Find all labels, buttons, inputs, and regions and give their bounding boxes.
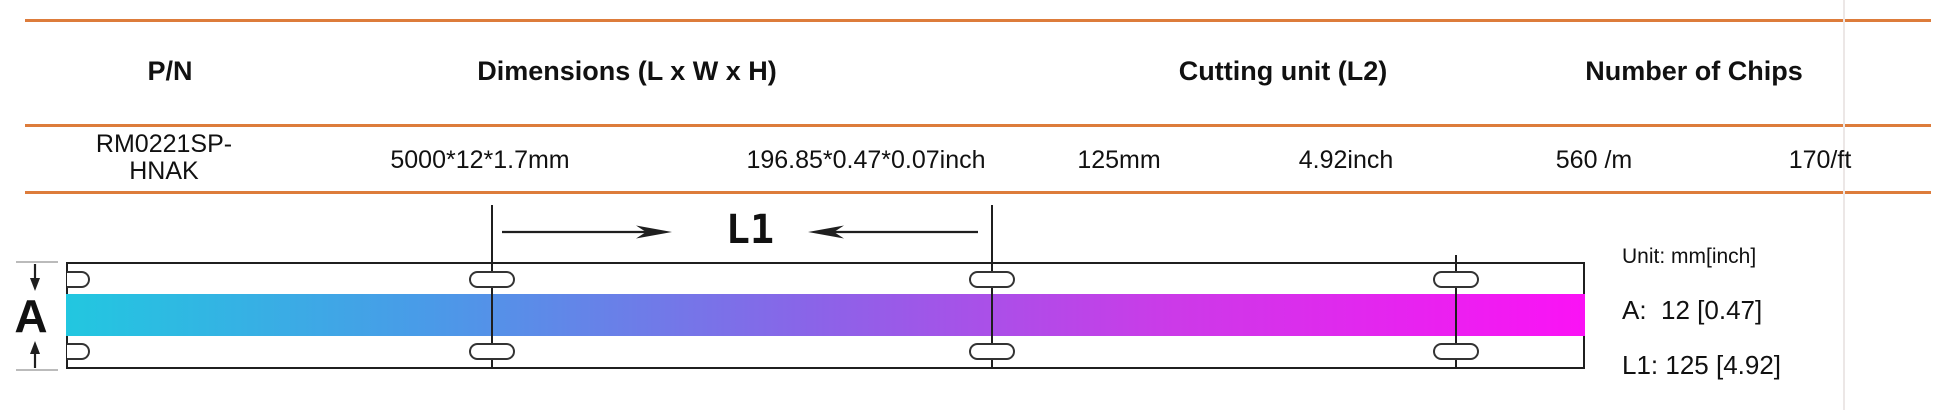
divider-line-bottom bbox=[25, 191, 1931, 194]
table-grid-line bbox=[1843, 0, 1845, 410]
led-gradient-band bbox=[66, 294, 1585, 336]
divider-line-top bbox=[25, 19, 1931, 22]
part-number-line2: HNAK bbox=[129, 157, 199, 185]
column-header-pn: P/N bbox=[147, 56, 193, 86]
cell-dimensions-inch: 196.85*0.47*0.07inch bbox=[746, 146, 986, 174]
column-header-dimensions: Dimensions (L x W x H) bbox=[477, 56, 777, 86]
arrow-left-icon bbox=[808, 225, 978, 239]
legend-a-value: A: 12 [0.47] bbox=[1622, 295, 1763, 325]
cell-dimensions-mm: 5000*12*1.7mm bbox=[390, 146, 570, 174]
cell-cutting-mm: 125mm bbox=[1077, 146, 1161, 174]
width-tick-bottom bbox=[16, 369, 58, 371]
arrow-down-icon bbox=[30, 264, 40, 291]
arrow-up-icon bbox=[30, 341, 40, 368]
cell-part-number: RM0221SP- HNAK bbox=[96, 131, 232, 185]
dimension-l1-label: L1 bbox=[725, 207, 775, 253]
cell-chips-per-foot: 170/ft bbox=[1788, 146, 1852, 174]
cut-line bbox=[1455, 255, 1457, 369]
solder-pad bbox=[1433, 343, 1479, 360]
width-tick-top bbox=[16, 261, 58, 263]
legend-unit: Unit: mm[inch] bbox=[1622, 245, 1757, 268]
part-number-line1: RM0221SP- bbox=[95, 130, 233, 158]
solder-pad bbox=[969, 271, 1015, 288]
legend-l1-value: L1: 125 [4.92] bbox=[1622, 350, 1782, 380]
solder-pad bbox=[1433, 271, 1479, 288]
column-header-cutting-unit: Cutting unit (L2) bbox=[1178, 56, 1388, 86]
solder-pad bbox=[469, 271, 515, 288]
solder-pad bbox=[67, 271, 90, 288]
column-header-number-of-chips: Number of Chips bbox=[1585, 56, 1803, 86]
divider-line-middle bbox=[25, 124, 1931, 127]
solder-pad bbox=[969, 343, 1015, 360]
solder-pad bbox=[67, 343, 90, 360]
cell-cutting-inch: 4.92inch bbox=[1298, 146, 1394, 174]
cell-chips-per-meter: 560 /m bbox=[1555, 146, 1633, 174]
solder-pad bbox=[469, 343, 515, 360]
arrow-right-icon bbox=[502, 225, 672, 239]
dimension-a-label: A bbox=[14, 290, 48, 342]
